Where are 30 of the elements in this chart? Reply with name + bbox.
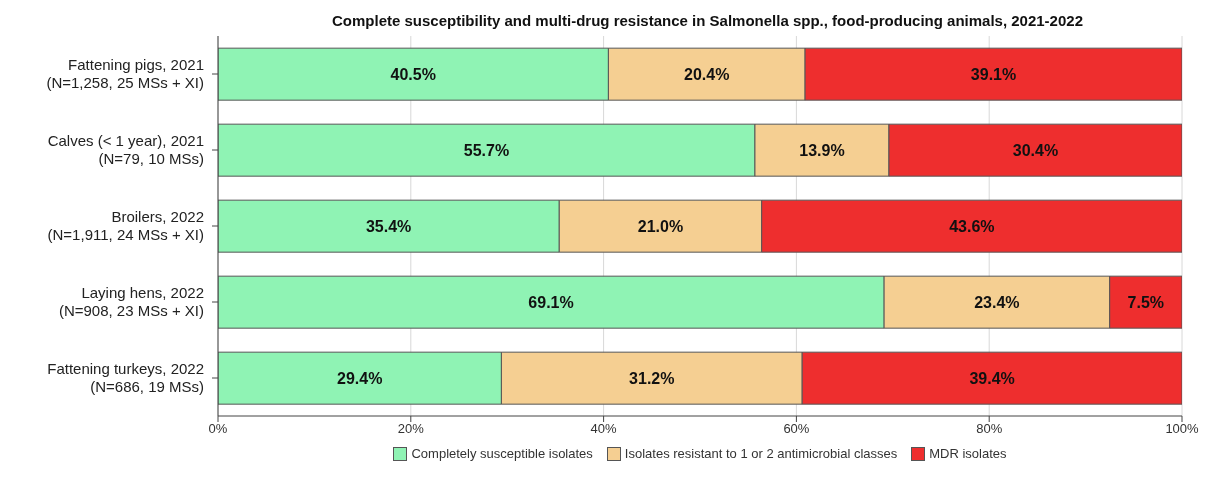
y-tick-label: Fattening turkeys, 2022 (N=686, 19 MSs) [47, 360, 204, 395]
legend-label: Completely susceptible isolates [411, 446, 593, 461]
x-tick-label: 40% [590, 421, 618, 437]
data-label: 69.1% [528, 294, 574, 312]
y-tick-label: Laying hens, 2022 (N=908, 23 MSs + XI) [58, 284, 204, 319]
data-label: 29.4% [337, 370, 383, 388]
x-tick-label: 20% [397, 421, 425, 437]
data-label: 39.4% [969, 370, 1015, 388]
chart-title: Complete susceptibility and multi-drug resistance in Salmonella spp., food-producing animals, 2021-2022 [331, 11, 1084, 31]
data-label: 20.4% [684, 66, 730, 84]
x-tick-label: 0% [208, 421, 228, 437]
legend-label: Isolates resistant to 1 or 2 antimicrobial classes [624, 446, 898, 461]
data-label: 13.9% [799, 142, 845, 160]
data-label: 55.7% [463, 142, 510, 160]
data-label: 40.5% [390, 66, 436, 84]
data-label: 31.2% [629, 370, 675, 388]
x-tick-label: 100% [1165, 421, 1200, 437]
legend-label: MDR isolates [929, 446, 1007, 461]
data-label: 23.4% [974, 294, 1020, 312]
data-label: 30.4% [1012, 142, 1059, 160]
data-label: 7.5% [1127, 294, 1165, 312]
data-label: 21.0% [637, 218, 684, 236]
y-tick-label: Calves (< 1 year), 2021 (N=79, 10 MSs) [47, 132, 204, 167]
x-tick-label: 80% [976, 421, 1003, 437]
x-tick-label: 60% [783, 421, 810, 437]
data-label: 43.6% [949, 218, 995, 236]
y-tick-label: Fattening pigs, 2021 (N=1,258, 25 MSs + XI) [46, 56, 204, 91]
y-tick-label: Broilers, 2022 (N=1,911, 24 MSs + XI) [47, 208, 204, 243]
data-label: 39.1% [970, 66, 1017, 84]
data-label: 35.4% [365, 218, 412, 236]
